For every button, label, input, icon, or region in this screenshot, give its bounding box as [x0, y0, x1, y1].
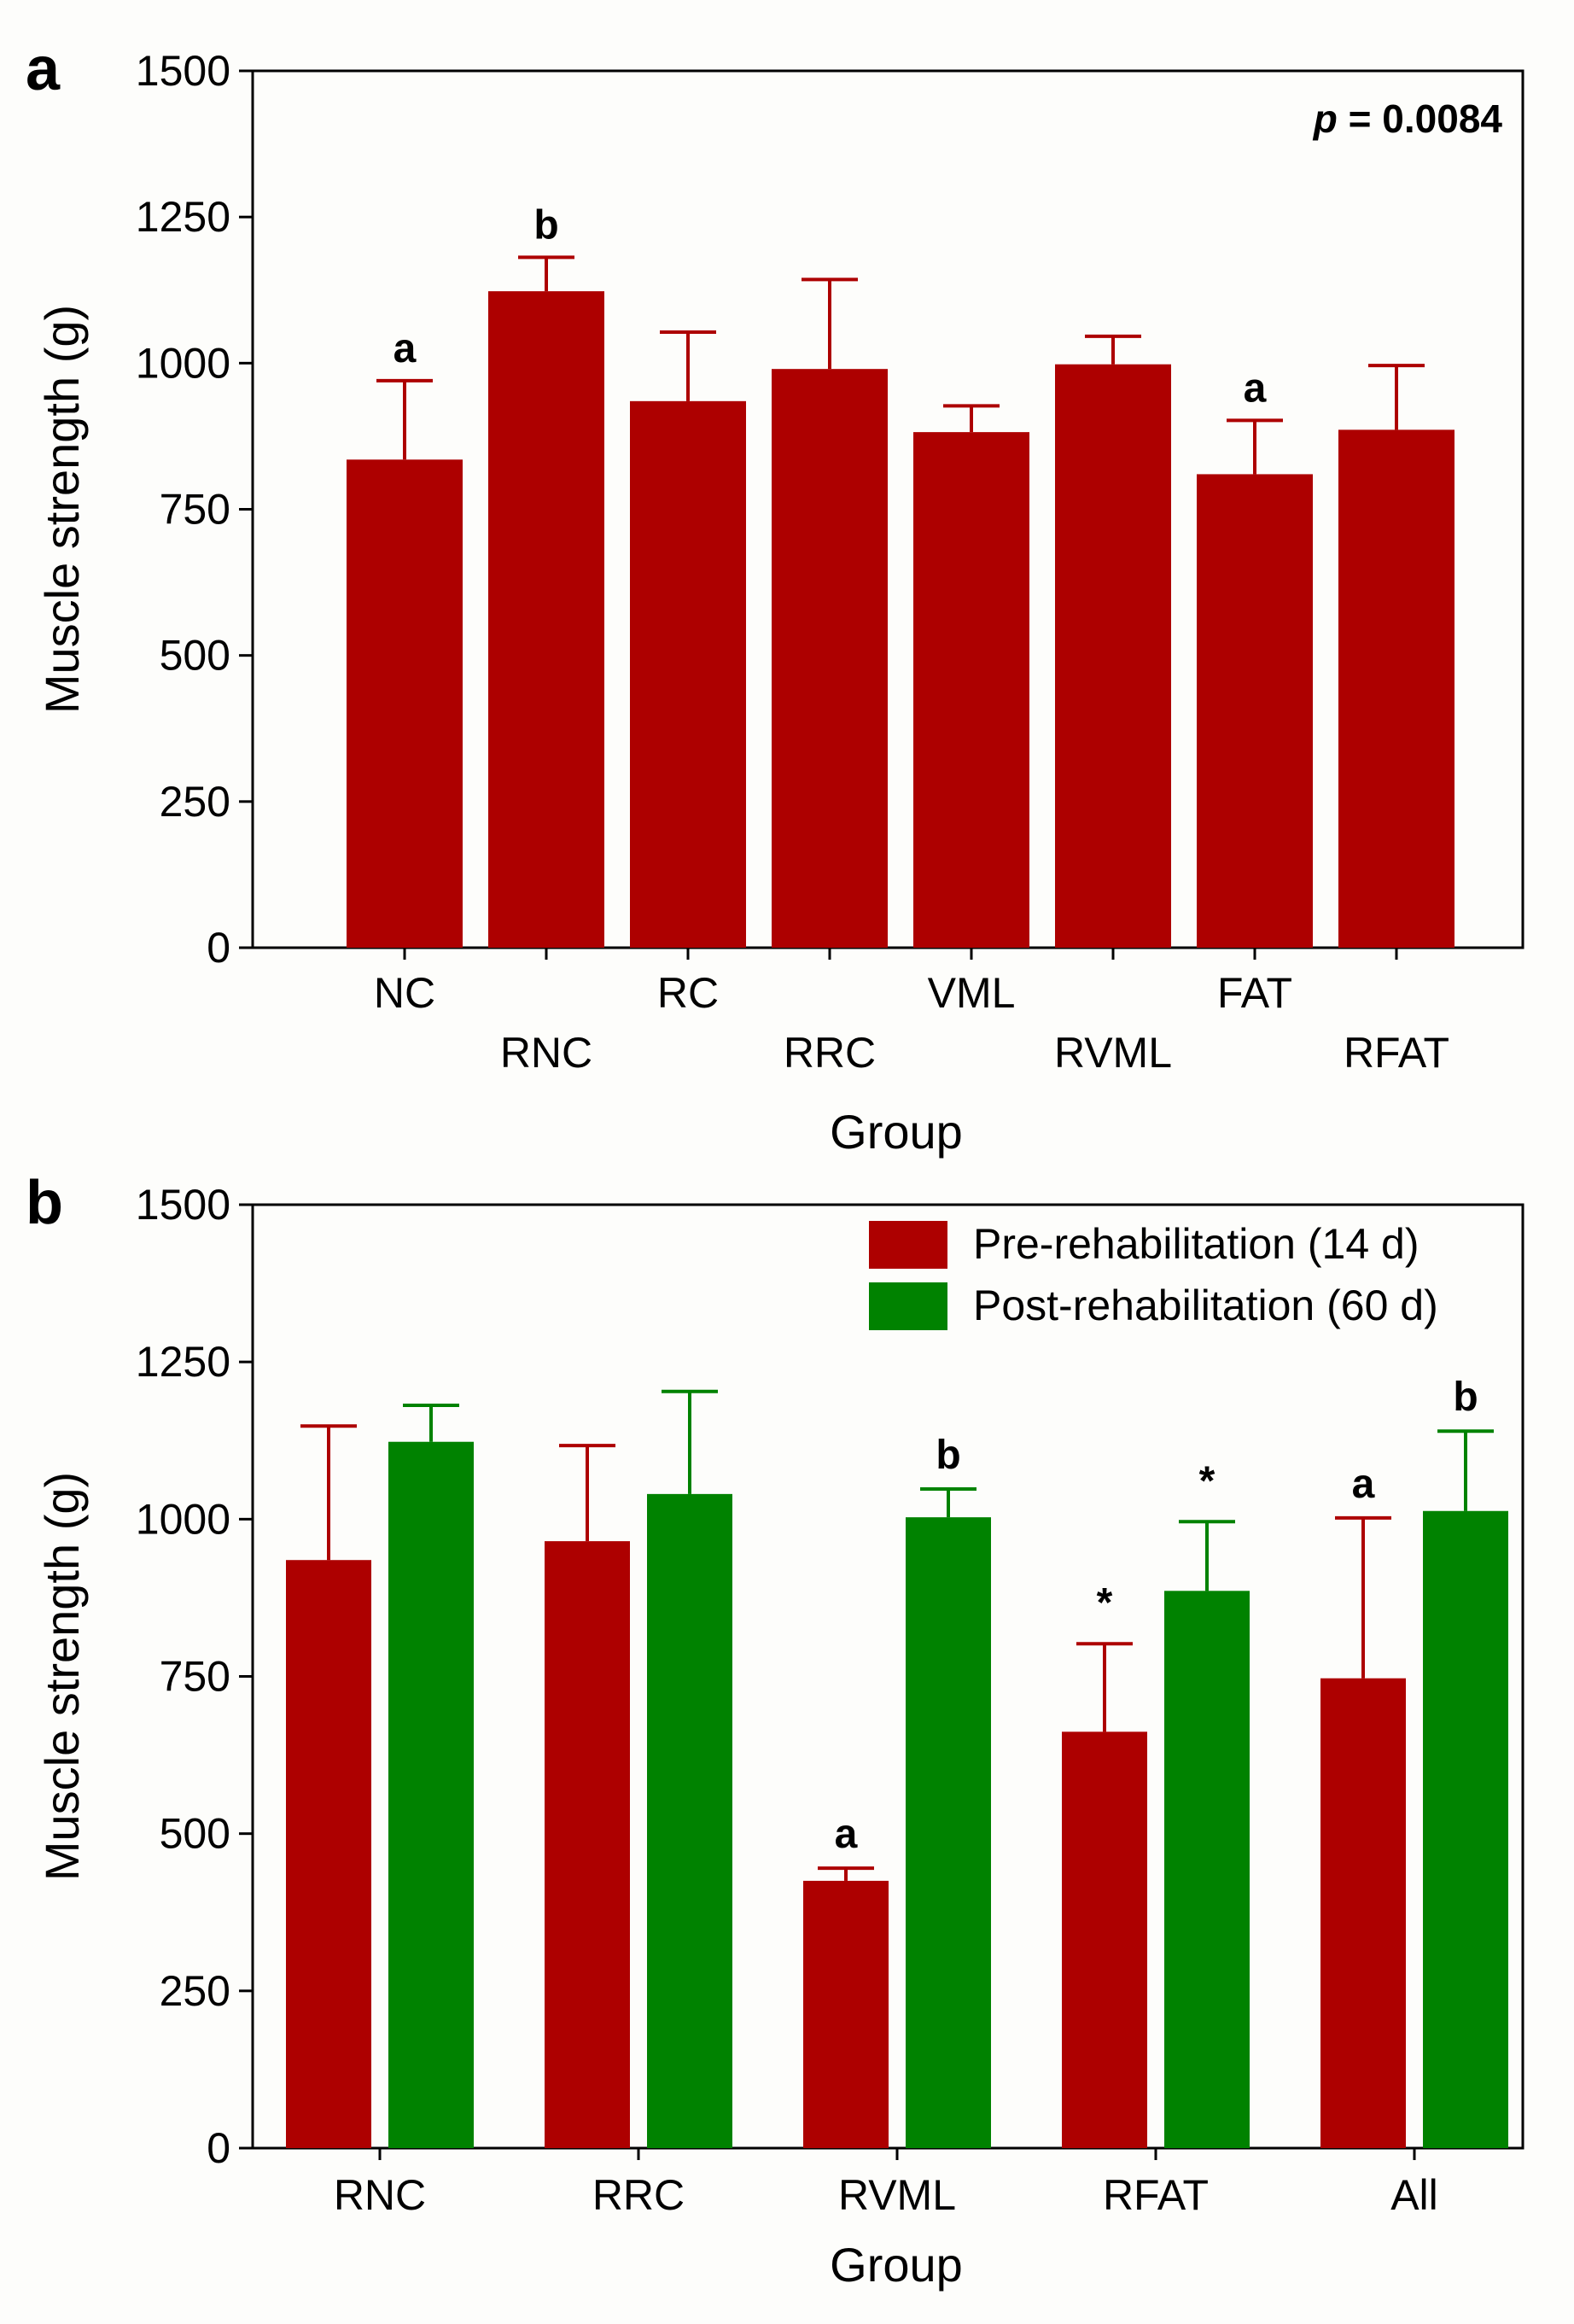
x-tick-label: RRC	[592, 2171, 685, 2219]
bar	[1055, 364, 1171, 949]
x-tick-label: RC	[657, 969, 719, 1017]
x-tick-label: FAT	[1217, 969, 1292, 1017]
legend-swatch	[869, 1221, 947, 1269]
p-value-annotation: p = 0.0084	[1312, 96, 1503, 141]
bar-post	[647, 1493, 732, 2148]
bar-post	[388, 1441, 474, 2148]
bar-pre	[545, 1541, 630, 2148]
x-tick-label: NC	[374, 969, 435, 1017]
y-tick-label: 1500	[136, 1181, 230, 1229]
y-tick-label: 750	[160, 1653, 230, 1701]
significance-label: b	[936, 1433, 960, 1478]
legend-swatch	[869, 1282, 947, 1330]
bar	[630, 400, 746, 948]
bar	[1338, 429, 1454, 948]
y-axis-label: Muscle strength (g)	[35, 305, 89, 714]
x-tick-label: RRC	[784, 1029, 876, 1077]
p-value: = 0.0084	[1338, 96, 1503, 141]
bar-pre	[286, 1560, 371, 2148]
panel-b: 0 250 500 750 1000 1250 1500 Muscle strength (g…	[26, 1169, 1524, 2292]
significance-label: *	[1097, 1580, 1113, 1626]
legend: Pre-rehabilitation (14 d) Post-rehabilita…	[869, 1220, 1438, 1330]
significance-label: a	[835, 1812, 858, 1857]
bar	[488, 291, 604, 948]
y-tick-label: 1250	[136, 193, 230, 241]
x-tick-label: RVML	[838, 2171, 956, 2219]
y-tick-label: 0	[207, 924, 230, 972]
y-tick-label: 750	[160, 486, 230, 534]
p-symbol: p	[1312, 96, 1338, 141]
bar	[347, 459, 463, 948]
y-tick-label: 250	[160, 778, 230, 826]
significance-label: *	[1199, 1458, 1215, 1504]
y-tick-label: 1000	[136, 1495, 230, 1543]
legend-label: Post-rehabilitation (60 d)	[973, 1282, 1438, 1329]
bar-pre	[1062, 1731, 1147, 2148]
x-tick-label: VML	[928, 969, 1016, 1017]
bar	[913, 432, 1029, 948]
bar-post	[1423, 1510, 1508, 2148]
y-tick-label: 0	[207, 2124, 230, 2172]
x-tick-label: RVML	[1054, 1029, 1172, 1077]
y-tick-label: 250	[160, 1967, 230, 2015]
bar-pre	[1320, 1678, 1406, 2148]
bar-post	[906, 1517, 991, 2148]
significance-label: a	[1352, 1462, 1375, 1507]
y-tick-label: 1500	[136, 47, 230, 95]
x-tick-label: All	[1390, 2171, 1438, 2219]
significance-label: a	[394, 326, 417, 371]
panel-a: 0 250 500 750 1000 1250 1500 Muscle strength (g…	[26, 35, 1524, 1159]
y-tick-label: 500	[160, 632, 230, 680]
x-axis-label: Group	[830, 2238, 963, 2292]
x-tick-label: RNC	[334, 2171, 426, 2219]
bar	[1197, 474, 1313, 948]
x-tick-label: RNC	[500, 1029, 592, 1077]
legend-label: Pre-rehabilitation (14 d)	[973, 1220, 1420, 1268]
significance-label: a	[1244, 365, 1267, 411]
y-tick-label: 500	[160, 1810, 230, 1858]
x-tick-label: RFAT	[1344, 1029, 1449, 1077]
y-tick-label: 1250	[136, 1338, 230, 1386]
significance-label: b	[533, 202, 558, 248]
significance-label: b	[1453, 1375, 1478, 1420]
x-tick-label: RFAT	[1103, 2171, 1209, 2219]
y-tick-label: 1000	[136, 339, 230, 387]
bar-pre	[803, 1880, 889, 2148]
y-axis-label: Muscle strength (g)	[35, 1472, 89, 1881]
bar-post	[1164, 1591, 1250, 2148]
panel-label: a	[26, 35, 61, 103]
panel-label: b	[26, 1169, 63, 1237]
bar	[772, 369, 888, 948]
x-axis-label: Group	[830, 1105, 963, 1159]
